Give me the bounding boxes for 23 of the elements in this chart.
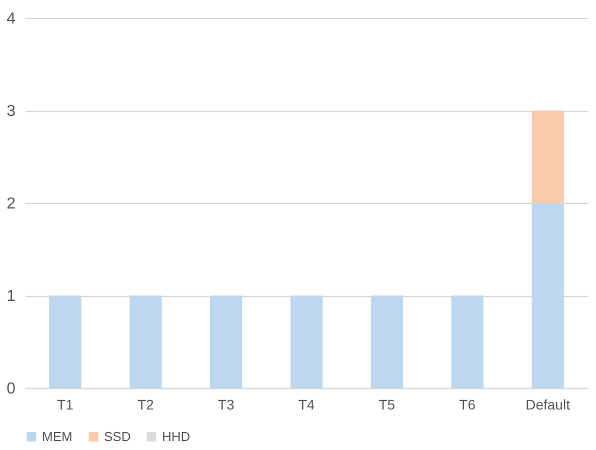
- bar: [370, 296, 404, 388]
- x-tick-label: T5: [378, 396, 396, 412]
- y-tick-label: 2: [6, 196, 16, 212]
- bar: [210, 296, 242, 388]
- bar: [451, 296, 484, 388]
- y-tick-label: 4: [6, 10, 16, 28]
- y-tick-label: 3: [6, 103, 16, 120]
- bar: [532, 110, 564, 203]
- x-tick-label: T4: [298, 396, 315, 412]
- y-tick-label: 1: [6, 288, 16, 305]
- x-tick-label: T2: [137, 396, 154, 412]
- legend-label: SSD: [104, 428, 131, 444]
- bar: [532, 203, 564, 388]
- bar: [290, 296, 323, 388]
- y-tick-label: 0: [6, 380, 16, 398]
- bar: [49, 296, 82, 388]
- legend-label: MEM: [42, 428, 72, 444]
- x-tick-label: Default: [526, 396, 570, 412]
- x-tick-label: T6: [459, 396, 476, 412]
- bar: [130, 296, 162, 388]
- x-tick-label: T1: [57, 396, 74, 412]
- legend-label: HHD: [162, 428, 190, 444]
- x-tick-label: T3: [218, 396, 234, 412]
